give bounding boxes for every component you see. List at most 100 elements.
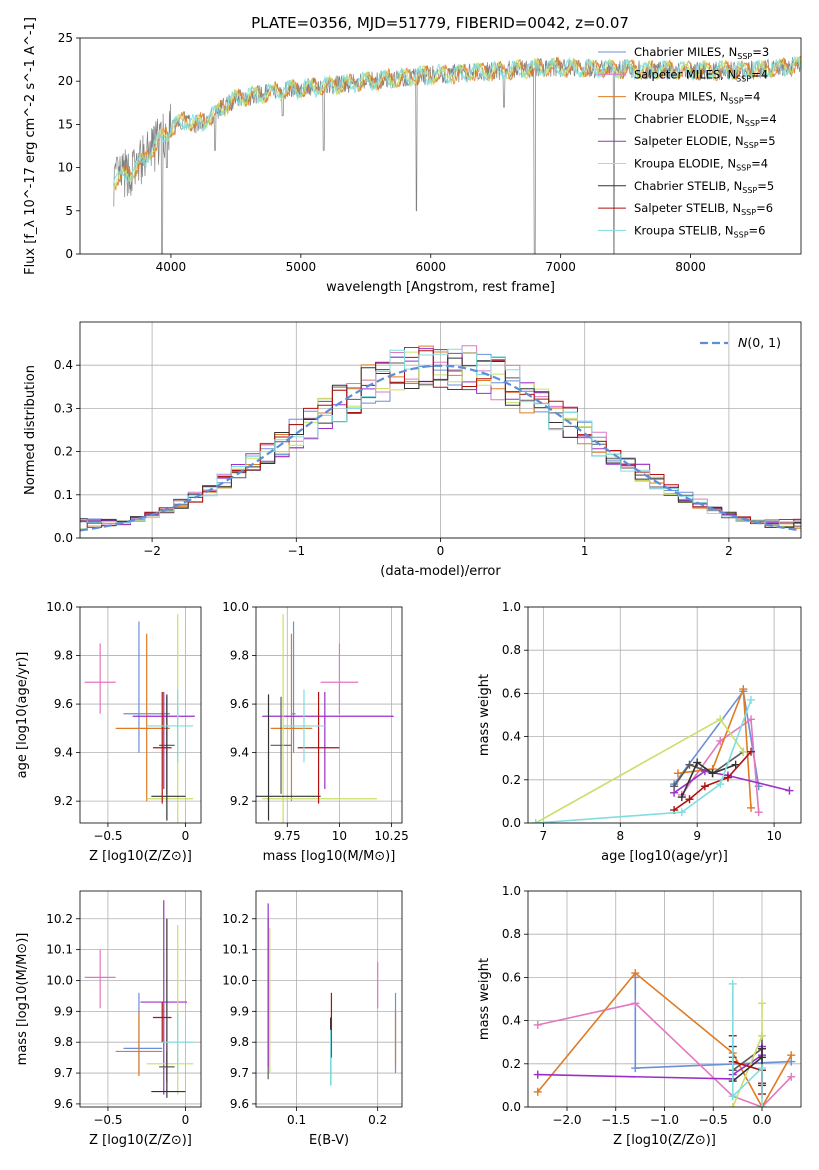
normal-curve [80, 364, 801, 532]
y-tick-label: 0.0 [54, 531, 73, 545]
y-tick-label: 0.2 [54, 445, 73, 459]
y-tick-label: 9.8 [230, 1035, 249, 1049]
x-tick-label: −1.5 [601, 1113, 630, 1127]
y-tick-label: 0.6 [502, 970, 521, 984]
model-spectrum-line [113, 56, 801, 189]
y-tick-label: 9.8 [230, 649, 249, 663]
legend-label: Chabrier STELIB, NSSP=5 [634, 179, 774, 195]
y-tick-label: 0.6 [502, 686, 521, 700]
legend-subscript: SSP [734, 230, 749, 239]
axes-frame [79, 890, 202, 1108]
y-tick-label: 0 [65, 247, 73, 261]
x-tick-label: 4000 [156, 260, 187, 274]
errorbar-chabrier_miles [291, 621, 296, 753]
y-tick-label: 9.2 [54, 794, 73, 808]
plot-area-mass_vs_ebv [267, 903, 397, 1086]
x-tick-label: −2.0 [552, 1113, 581, 1127]
legend-value: =4 [751, 157, 768, 171]
plot-area-age_vs_mass [256, 614, 394, 823]
legend-value: =5 [757, 179, 774, 193]
axes-frame [255, 890, 403, 1108]
y-tick-label: 1.0 [502, 600, 521, 614]
plot-area-residuals [80, 345, 801, 532]
panel-mass_vs_ebv: 0.1 0.2 9.6 9.7 9.8 9.9 10.0 10.1 10.2 E(B-V) [222, 890, 403, 1148]
y-tick-label: 0.8 [502, 927, 521, 941]
x-tick-label: 0.1 [287, 1113, 306, 1127]
y-tick-label: 0.2 [502, 1057, 521, 1071]
y-tick-label: 1.0 [502, 884, 521, 898]
model-spectrum-line [113, 56, 801, 185]
legend-value: =4 [760, 112, 777, 126]
y-tick-label: 0.4 [502, 1014, 521, 1028]
x-tick-label: 2 [725, 544, 733, 558]
errorbar-salpeter_stelib [152, 1002, 172, 1043]
errorbar-chabrier_stelib [256, 694, 321, 821]
y-tick-label: 0.4 [502, 730, 521, 744]
x-tick-label: 0 [437, 544, 445, 558]
legend-label: Chabrier MILES, NSSP=3 [634, 45, 769, 61]
errorbar-salpeter_stelib [152, 691, 172, 804]
x-axis-label: age [log10(age/yr)] [601, 849, 728, 864]
panel-age_vs_mass: 9.75 10 10.25 9.2 9.4 9.6 9.8 10.0 mass [log10(M… [222, 600, 408, 864]
y-tick-label: 9.8 [54, 649, 73, 663]
plot-area-mass_vs_Z [84, 900, 194, 1098]
legend-subscript: SSP [741, 208, 756, 217]
plot-area-weight_vs_age [531, 685, 794, 823]
errorbar-chabrier_miles [123, 992, 163, 1074]
x-tick-label: 0.0 [752, 1113, 771, 1127]
x-axis-label: E(B-V) [309, 1133, 349, 1148]
errorbar-kroupa_miles [115, 633, 170, 802]
x-tick-label: 0 [182, 829, 190, 843]
axes-frame [527, 890, 802, 1108]
errorbar-salpeter_elodie [262, 691, 394, 790]
errorbar-kroupa_miles [270, 633, 313, 802]
axes-frame [79, 321, 802, 539]
y-tick-label: 0.1 [54, 488, 73, 502]
y-tick-label: 9.8 [54, 1035, 73, 1049]
legend-label: Kroupa MILES, NSSP=4 [634, 90, 760, 106]
y-tick-label: 10.1 [46, 943, 73, 957]
y-axis-label: mass weight [477, 674, 492, 756]
legend-label: Salpeter STELIB, NSSP=6 [634, 201, 773, 217]
x-tick-label: 0.2 [368, 1113, 387, 1127]
y-tick-label: 10.2 [46, 912, 73, 926]
y-tick-label: 9.9 [54, 1004, 73, 1018]
axes-frame [527, 606, 802, 824]
y-tick-label: 9.9 [230, 1004, 249, 1018]
y-axis-label: mass [log10(M/M⊙)] [15, 933, 30, 1066]
y-tick-label: 9.7 [54, 1066, 73, 1080]
y-tick-label: 10 [58, 161, 73, 175]
plot-area-weight_vs_Z [533, 969, 796, 1107]
y-tick-label: 5 [65, 204, 73, 218]
errorbar-kroupa_elodie [146, 614, 194, 823]
legend-value: =4 [751, 67, 768, 81]
axes-frame [79, 606, 202, 824]
y-tick-label: 10.0 [46, 973, 73, 987]
x-tick-label: 10 [332, 829, 347, 843]
y-tick-label: 20 [58, 74, 73, 88]
errorbar-salpeter_miles [320, 643, 359, 714]
errorbar-salpeter_elodie [132, 691, 195, 790]
panel-weight_vs_age: 7 8 9 10 0.0 0.2 0.4 0.6 0.8 1.0 age [log10(age/yr… [477, 600, 802, 864]
x-axis-label: (data-model)/error [380, 564, 501, 579]
x-tick-label: −0.5 [93, 1113, 122, 1127]
errorbar-kroupa_elodie [146, 924, 194, 1095]
x-tick-label: 6000 [415, 260, 446, 274]
weight-line-salpeter_miles [681, 717, 760, 813]
errorbar-chabrier_stelib [151, 694, 186, 821]
legend-subscript: SSP [737, 52, 752, 61]
x-tick-label: 10.25 [374, 829, 408, 843]
legend-value: =3 [752, 45, 769, 59]
y-tick-label: 10.0 [46, 600, 73, 614]
errorbar-salpeter_miles [84, 949, 116, 1009]
legend-value: =6 [749, 223, 766, 237]
weight-line-kroupa_stelib [731, 983, 763, 1107]
legend-label: Kroupa STELIB, NSSP=6 [634, 223, 765, 239]
plot-area-age_vs_Z [84, 614, 195, 823]
x-tick-label: 0 [182, 1113, 190, 1127]
x-tick-label: 9.75 [274, 829, 301, 843]
y-tick-label: 0.4 [54, 358, 73, 372]
y-tick-label: 9.6 [230, 1097, 249, 1111]
legend-label: Kroupa ELODIE, NSSP=4 [634, 157, 768, 173]
y-tick-label: 9.7 [230, 1066, 249, 1080]
